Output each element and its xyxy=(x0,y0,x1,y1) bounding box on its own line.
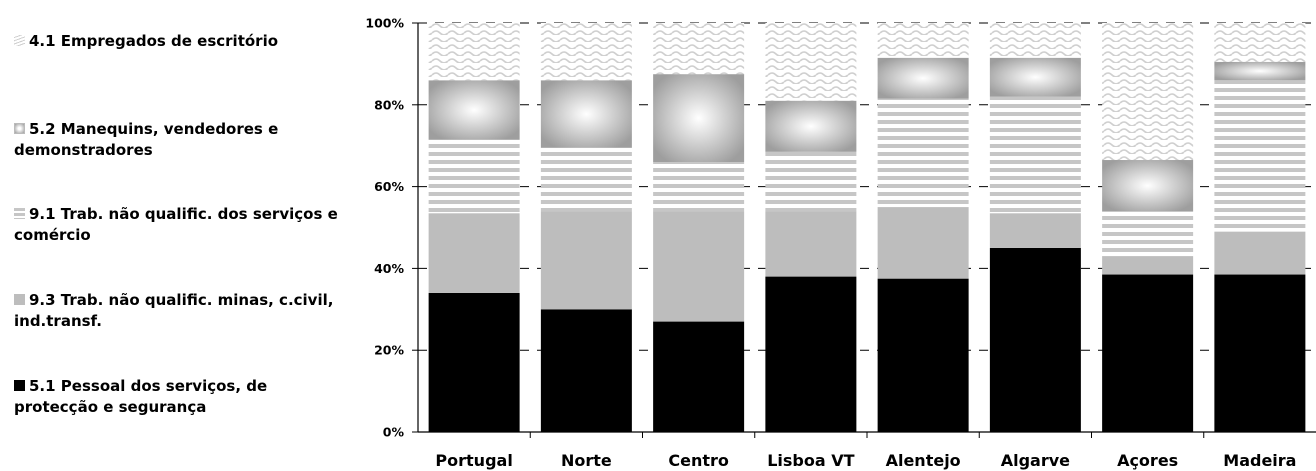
bar-segment xyxy=(540,80,632,148)
bar-segment xyxy=(877,23,969,58)
legend-label-line: 9.3 Trab. não qualific. minas, c.civil, xyxy=(29,291,334,309)
legend-swatch xyxy=(14,35,25,46)
axes: 0% 20% 40% 60% 80% 100% Portugal Norte Centro Lis… xyxy=(365,16,1316,470)
bar-segment xyxy=(877,57,969,99)
bar-segment xyxy=(428,23,520,81)
bar-segment xyxy=(877,98,969,208)
legend-label-line: 5.1 Pessoal dos serviços, de xyxy=(29,377,268,395)
bar-segment xyxy=(428,213,520,293)
bar-segment xyxy=(653,162,745,212)
bar-segment xyxy=(765,276,857,432)
bar-segment xyxy=(1214,231,1306,275)
bar-segment xyxy=(540,309,632,432)
bar-segment xyxy=(1102,160,1194,212)
bar-segment xyxy=(877,207,969,279)
bar-segment xyxy=(1214,23,1306,62)
x-tick-label: Norte xyxy=(561,451,612,470)
bar-segment xyxy=(653,321,745,432)
legend-label-line: comércio xyxy=(14,226,91,244)
bar-segment xyxy=(653,23,745,75)
bar-segment xyxy=(765,100,857,152)
bar-segment xyxy=(989,57,1081,97)
y-tick-label: 0% xyxy=(383,425,405,440)
y-tick-label: 80% xyxy=(374,97,404,112)
x-tick-label: Centro xyxy=(668,451,729,470)
y-tick-label: 20% xyxy=(374,343,404,358)
x-tick-label: Alentejo xyxy=(886,451,961,470)
bar-segment xyxy=(428,80,520,140)
bar-segment xyxy=(1102,274,1194,432)
legend-item: 5.1 Pessoal dos serviços, de protecção e … xyxy=(14,376,354,418)
legend-label-line: 4.1 Empregados de escritório xyxy=(29,32,279,50)
bar-segment xyxy=(989,96,1081,214)
bar-segment xyxy=(1214,80,1306,232)
bar-segment xyxy=(428,292,520,432)
bar-segment xyxy=(653,74,745,163)
y-tick-label: 40% xyxy=(374,261,404,276)
legend-swatch xyxy=(14,294,25,305)
x-tick-label: Algarve xyxy=(1001,451,1070,470)
legend-item: 4.1 Empregados de escritório xyxy=(14,31,354,52)
bar-segment xyxy=(1102,211,1194,257)
bar-segment xyxy=(989,247,1081,432)
bar-segment xyxy=(653,211,745,322)
bar-segment xyxy=(1214,274,1306,432)
x-tick-label: Lisboa VT xyxy=(767,451,854,470)
legend-item: 9.1 Trab. não qualific. dos serviços e co… xyxy=(14,204,354,246)
bar-segment xyxy=(877,278,969,432)
x-tick-label: Madeira xyxy=(1223,451,1296,470)
bar-segment xyxy=(1214,61,1306,81)
bar-segment xyxy=(428,139,520,214)
bar-segment xyxy=(540,147,632,212)
bar-segment xyxy=(1102,23,1194,161)
x-tick-label: Portugal xyxy=(435,451,512,470)
legend-swatch xyxy=(14,123,25,134)
bar-segment xyxy=(540,211,632,310)
x-tick-label: Açores xyxy=(1117,451,1178,470)
bar-segment xyxy=(989,213,1081,248)
bar-segment xyxy=(765,211,857,277)
bar-segment xyxy=(989,23,1081,58)
legend-item: 9.3 Trab. não qualific. minas, c.civil, i… xyxy=(14,290,354,332)
bar-segment xyxy=(1102,256,1194,275)
y-tick-label: 60% xyxy=(374,179,404,194)
legend-label-line: 5.2 Manequins, vendedores e xyxy=(29,120,279,138)
legend-label-line: ind.transf. xyxy=(14,312,102,330)
bar-segment xyxy=(765,23,857,101)
bar-segment xyxy=(765,151,857,212)
bars xyxy=(428,23,1306,432)
y-tick-label: 100% xyxy=(365,16,404,31)
legend-label-line: demonstradores xyxy=(14,141,153,159)
legend-swatch xyxy=(14,208,25,219)
legend-label-line: protecção e segurança xyxy=(14,398,207,416)
legend-item: 5.2 Manequins, vendedores e demonstradore… xyxy=(14,119,354,161)
legend: 4.1 Empregados de escritório 5.2 Manequin… xyxy=(0,0,360,471)
legend-label-line: 9.1 Trab. não qualific. dos serviços e xyxy=(29,205,338,223)
bar-segment xyxy=(540,23,632,81)
legend-swatch xyxy=(14,380,25,391)
